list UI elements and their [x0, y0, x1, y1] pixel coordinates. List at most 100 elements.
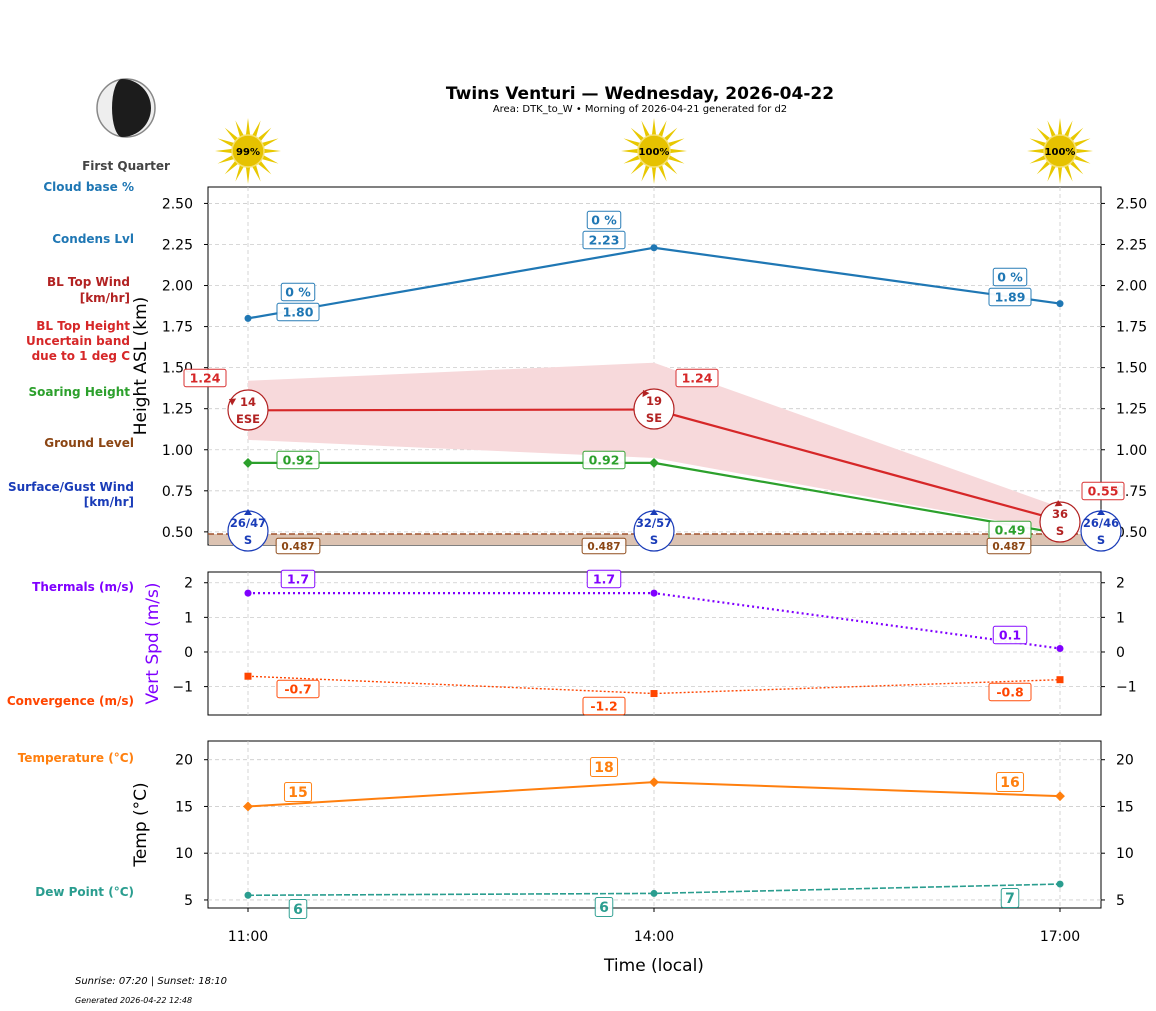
- y-tick-label: 1.00: [162, 443, 193, 459]
- ground-level-label: 0.487: [587, 541, 620, 553]
- side-label-surf_1: Surface/Gust Wind: [8, 480, 134, 494]
- panel-0: 0.50 0.500.75 0.751.00 1.001.25 1.251.50 1.50…: [131, 186, 1147, 555]
- soaring-label: 0.92: [589, 453, 620, 468]
- dew-point-point: [1056, 880, 1064, 888]
- y-tick-label: 2: [184, 576, 193, 592]
- wind-arrow-icon: [1054, 500, 1063, 507]
- wind-direction: S: [1056, 524, 1064, 538]
- ground-level-label-box: [581, 537, 627, 555]
- soaring-label-box: [276, 450, 320, 470]
- convergence-point: [1056, 676, 1064, 684]
- sun-icon: 99%: [215, 118, 281, 184]
- soaring-point: [243, 457, 253, 468]
- bl-top-label-box: [1081, 481, 1125, 501]
- thermals-label-box: [280, 569, 316, 589]
- thermals-label: 1.7: [287, 572, 309, 587]
- y-tick-label: −1: [172, 680, 193, 696]
- temperature-label-box: [589, 757, 619, 777]
- bl-top-label: 0.55: [1088, 484, 1119, 499]
- convergence-point: [650, 690, 658, 698]
- condens-label: 2.23: [589, 233, 620, 248]
- condens-label-box: [988, 287, 1032, 307]
- y-tick-label-right: 20: [1116, 753, 1134, 769]
- soaring-label: 0.49: [995, 523, 1026, 538]
- convergence-point: [244, 672, 252, 680]
- y-tick-label: 0.50: [162, 525, 193, 541]
- wind-arrow-icon: [228, 398, 237, 406]
- temperature-point: [1055, 791, 1065, 802]
- wind-arrow-icon: [244, 509, 252, 515]
- wind-arrow-icon: [1097, 509, 1105, 515]
- bl-top-label: 1.24: [682, 371, 713, 386]
- soaring-label: 0.92: [283, 453, 314, 468]
- bl_wind-wind-barb: 19 SE: [633, 388, 675, 430]
- sun-percent-label: 100%: [1045, 147, 1076, 158]
- side-label-convergence: Convergence (m/s): [7, 694, 134, 708]
- y-tick-label: 5: [184, 893, 193, 909]
- thermals-point: [1056, 645, 1064, 653]
- y-tick-label-right: 1.25: [1116, 402, 1147, 418]
- y-axis-label: Vert Spd (m/s): [143, 582, 163, 704]
- convergence-label: -0.7: [284, 682, 311, 697]
- side-label-surf_2: [km/hr]: [84, 495, 134, 509]
- y-tick-label: 1.75: [162, 320, 193, 336]
- chart-subtitle: Area: DTK_to_W • Morning of 2026-04-21 g…: [493, 104, 787, 115]
- y-tick-label: 1.25: [162, 402, 193, 418]
- x-tick-label: 11:00: [228, 929, 268, 945]
- x-tick-label: 17:00: [1040, 929, 1080, 945]
- convergence-label-box: [582, 696, 626, 716]
- y-tick-label: 0.75: [162, 484, 193, 500]
- y-tick-label: 20: [175, 753, 193, 769]
- y-tick-label: 15: [175, 799, 193, 815]
- temperature-label: 18: [594, 760, 613, 776]
- plot-frame: [207, 740, 1102, 909]
- condens-label-box: [582, 230, 626, 250]
- condens-label: 1.89: [995, 290, 1026, 305]
- temperature-label-box: [995, 772, 1025, 792]
- dew-point-label: 6: [293, 902, 303, 918]
- wind-direction: ESE: [236, 412, 260, 426]
- y-tick-label: 2.50: [162, 196, 193, 212]
- side-label-condens: Condens Lvl: [52, 232, 134, 246]
- wind-speed: 26/47: [230, 516, 266, 530]
- side-label-ground: Ground Level: [44, 436, 134, 450]
- convergence-label: -1.2: [590, 699, 617, 714]
- y-tick-label: 2.00: [162, 279, 193, 295]
- sun-percent-label: 100%: [639, 147, 670, 158]
- wind-circle: [227, 389, 269, 431]
- y-tick-label: 0: [184, 645, 193, 661]
- side-label-bl_wind_1: BL Top Wind: [47, 275, 130, 289]
- bl_wind-wind-barb: 14 ESE: [227, 389, 269, 431]
- y-tick-label-right: 2.25: [1116, 237, 1147, 253]
- wind-direction: S: [650, 533, 658, 547]
- bl-uncertainty-band: [248, 362, 1060, 532]
- bl-top-label: 1.24: [190, 371, 221, 386]
- y-tick-label-right: 1.00: [1116, 443, 1147, 459]
- x-tick-label: 14:00: [634, 929, 674, 945]
- side-label-temperature: Temperature (°C): [18, 751, 134, 765]
- condens-label: 1.80: [283, 305, 314, 320]
- y-axis-label: Height ASL (km): [131, 297, 151, 436]
- thermals-label: 1.7: [593, 572, 615, 587]
- cloud-percent-label-box: [586, 210, 622, 230]
- condens-point: [650, 244, 658, 252]
- side-label-bl_h_2: Uncertain band: [26, 334, 130, 348]
- y-tick-label-right: 1: [1116, 610, 1125, 626]
- y-tick-label-right: 10: [1116, 846, 1134, 862]
- y-tick-label-right: 15: [1116, 799, 1134, 815]
- ground-level-label: 0.487: [992, 541, 1025, 553]
- wind-arrow-icon: [650, 509, 658, 515]
- convergence-line: [247, 675, 1061, 695]
- bl-top-label-box: [675, 368, 719, 388]
- footer-sun: Sunrise: 07:20 | Sunset: 18:10: [75, 976, 227, 987]
- dew-point-label-box: [594, 897, 614, 917]
- temperature-label: 15: [288, 785, 307, 801]
- side-label-dew: Dew Point (°C): [35, 885, 134, 899]
- soaring-label-box: [582, 450, 626, 470]
- soaring-point: [649, 457, 659, 468]
- wind-speed: 26/46: [1083, 516, 1119, 530]
- y-tick-label-right: 0.50: [1116, 525, 1147, 541]
- side-label-bl_h_3: due to 1 deg C: [32, 349, 131, 363]
- dew-point-label-box: [1000, 888, 1020, 908]
- side-label-thermals: Thermals (m/s): [32, 580, 134, 594]
